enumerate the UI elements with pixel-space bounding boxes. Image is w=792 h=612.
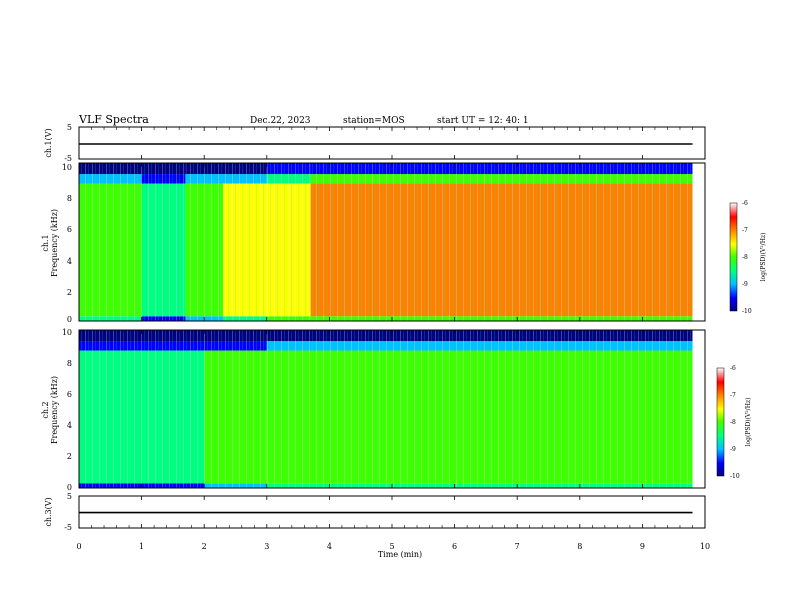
ch3-waveform-ylabel: ch.3(V) bbox=[44, 497, 53, 526]
spectrogram-texture bbox=[204, 330, 267, 488]
ch2-ytick-6: 6 bbox=[67, 390, 72, 399]
ch2-ytick-8: 8 bbox=[67, 359, 72, 368]
spectrogram-texture bbox=[310, 163, 693, 321]
time-axis-tick-label: 1 bbox=[139, 542, 144, 551]
time-axis-tick-label: 7 bbox=[515, 542, 520, 551]
ch2-colorbar-tick-4: -9 bbox=[730, 446, 736, 453]
time-axis-tick-labels: 0 1 2 3 4 5 6 7 8 9 10 bbox=[76, 542, 710, 551]
ch1-ytick-top: 5 bbox=[67, 123, 72, 132]
ch2-colorbar-tick-3: -8 bbox=[730, 419, 736, 426]
ch1-colorbar-label: log(PSD)(V²/Hz) bbox=[760, 233, 767, 282]
spectrogram-texture bbox=[79, 163, 142, 321]
ch1-colorbar-tick-3: -8 bbox=[742, 254, 748, 261]
ch1-yticks: 0 2 4 6 8 10 bbox=[62, 163, 72, 324]
ch1-colorbar-tick-bottom: -10 bbox=[742, 308, 752, 315]
ch2-colorbar bbox=[716, 367, 725, 477]
time-axis-tick-label: 9 bbox=[640, 542, 645, 551]
ch1-spectrogram-ylabel-frequency: Frequency (kHz) bbox=[50, 209, 59, 277]
ch2-colorbar-tick-2: -7 bbox=[730, 392, 736, 399]
time-axis-tick-label: 10 bbox=[700, 542, 710, 551]
ch2-colorbar-tick-top: -6 bbox=[730, 365, 736, 372]
ch1-waveform-ylabel: ch.1(V) bbox=[44, 128, 53, 157]
spectrogram-texture bbox=[222, 163, 267, 321]
ch1-waveform-panel: 5 -5 ch.1(V) bbox=[44, 123, 706, 163]
time-axis-tick-label: 5 bbox=[389, 542, 394, 551]
spectrogram-texture bbox=[185, 163, 223, 321]
ch1-ytick-10: 10 bbox=[62, 163, 72, 172]
spectrogram-texture bbox=[79, 330, 205, 488]
ch1-colorbar-tick-2: -7 bbox=[742, 227, 748, 234]
ch1-colorbar-tick-top: -6 bbox=[742, 200, 748, 207]
ch2-yticks: 0 2 4 6 8 10 bbox=[62, 328, 72, 492]
time-axis-tick-label: 0 bbox=[76, 542, 81, 551]
spectrogram-texture bbox=[266, 163, 311, 321]
time-axis-tick-label: 3 bbox=[264, 542, 269, 551]
ch1-ytick-2: 2 bbox=[67, 288, 72, 297]
ch1-spectrogram-panel: 0 2 4 6 8 10 ch.1 Frequency (kHz) -6 -7 … bbox=[41, 162, 767, 324]
figure-date: Dec.22, 2023 bbox=[250, 116, 311, 126]
ch3-waveform-panel: 5 -5 ch.3(V) bbox=[44, 492, 706, 532]
ch2-spectrogram-ylabel-channel: ch.2 bbox=[41, 401, 50, 418]
ch2-ytick-4: 4 bbox=[67, 421, 72, 430]
ch2-ytick-2: 2 bbox=[67, 452, 72, 461]
ch1-colorbar bbox=[729, 202, 738, 312]
ch3-ytick-bottom: -5 bbox=[64, 523, 72, 532]
time-axis-tick-label: 6 bbox=[452, 542, 457, 551]
time-axis-ticks bbox=[78, 127, 706, 528]
time-axis-tick-label: 4 bbox=[327, 542, 332, 551]
ch1-colorbar-tick-4: -9 bbox=[742, 281, 748, 288]
spectrogram-texture bbox=[266, 330, 693, 488]
ch2-spectrogram-heatmap bbox=[79, 330, 693, 488]
ch1-waveform-frame bbox=[78, 126, 706, 160]
ch1-ytick-bottom: -5 bbox=[64, 154, 72, 163]
ch2-spectrogram-panel: 0 2 4 6 8 10 ch.2 Frequency (kHz) -6 -7 … bbox=[41, 328, 752, 492]
time-axis-tick-label: 2 bbox=[202, 542, 207, 551]
ch2-spectrogram-ylabel-frequency: Frequency (kHz) bbox=[50, 376, 59, 444]
ch1-spectrogram-heatmap bbox=[79, 163, 693, 321]
figure-start-time: start UT = 12: 40: 1 bbox=[437, 116, 529, 126]
ch2-colorbar-tick-bottom: -10 bbox=[730, 473, 740, 480]
time-axis-tick-label: 8 bbox=[577, 542, 582, 551]
ch1-spectrogram-ylabel-channel: ch.1 bbox=[41, 234, 50, 251]
figure-station: station=MOS bbox=[343, 116, 405, 126]
ch2-ytick-10: 10 bbox=[62, 328, 72, 337]
ch3-ytick-top: 5 bbox=[67, 492, 72, 501]
figure-title: VLF Spectra bbox=[78, 113, 149, 126]
ch1-ytick-0: 0 bbox=[67, 315, 72, 324]
spectrogram-texture bbox=[141, 163, 186, 321]
ch2-colorbar-label: log(PSD)(V²/Hz) bbox=[745, 398, 752, 447]
time-axis-label: Time (min) bbox=[378, 550, 422, 559]
ch1-ytick-8: 8 bbox=[67, 194, 72, 203]
ch1-ytick-4: 4 bbox=[67, 257, 72, 266]
ch2-ytick-0: 0 bbox=[67, 483, 72, 492]
ch1-ytick-6: 6 bbox=[67, 225, 72, 234]
